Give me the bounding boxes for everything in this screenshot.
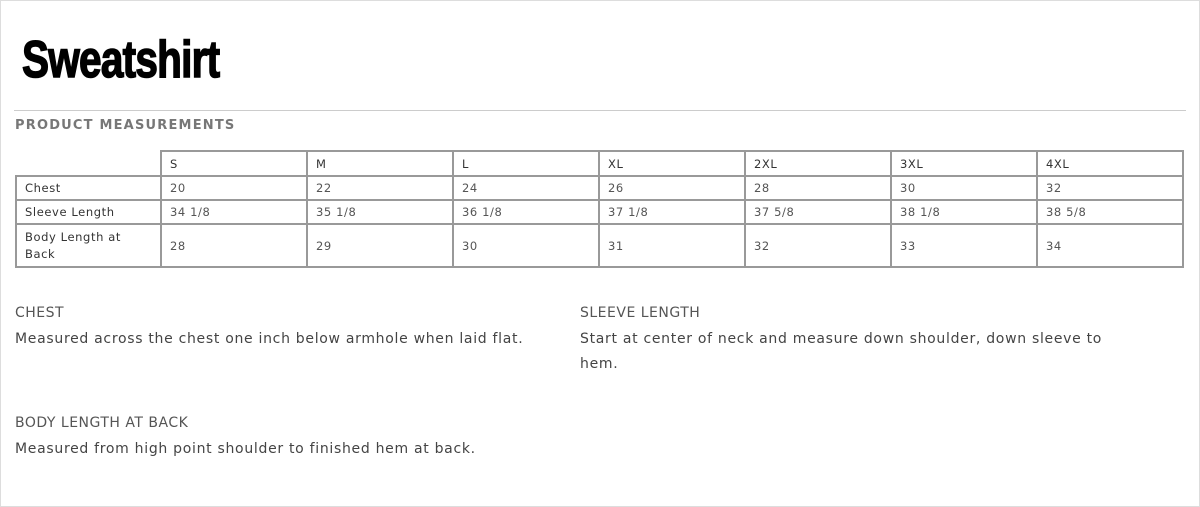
chest-description: Measured across the chest one inch below… — [15, 331, 524, 347]
cell: 38 1/8 — [890, 199, 1038, 225]
section-title: PRODUCT MEASUREMENTS — [15, 118, 236, 133]
table-header-row: S M L XL 2XL 3XL 4XL — [16, 150, 1184, 177]
cell: 26 — [598, 175, 746, 201]
cell: 35 1/8 — [306, 199, 454, 225]
row-label: Chest — [15, 175, 162, 201]
cell: 34 1/8 — [160, 199, 308, 225]
cell: 36 1/8 — [452, 199, 600, 225]
body-length-heading: BODY LENGTH AT BACK — [15, 415, 189, 431]
sleeve-heading: SLEEVE LENGTH — [580, 305, 701, 321]
cell: 37 5/8 — [744, 199, 892, 225]
size-header: XL — [598, 150, 746, 177]
row-label: Sleeve Length — [15, 199, 162, 225]
cell: 29 — [306, 223, 454, 268]
cell: 34 — [1036, 223, 1184, 268]
size-header: 3XL — [890, 150, 1038, 177]
cell: 28 — [160, 223, 308, 268]
table-row-chest: Chest 20 22 24 26 28 30 32 — [15, 175, 1184, 201]
size-header: M — [306, 150, 454, 177]
table-row-sleeve-length: Sleeve Length 34 1/8 35 1/8 36 1/8 37 1/… — [15, 199, 1184, 225]
cell: 24 — [452, 175, 600, 201]
size-header: 2XL — [744, 150, 892, 177]
row-label: Body Length at Back — [15, 223, 162, 268]
measurements-table: S M L XL 2XL 3XL 4XL Chest 20 22 24 26 2… — [15, 150, 1184, 268]
sleeve-description: Start at center of neck and measure down… — [580, 331, 1103, 372]
header-blank-cell — [16, 151, 162, 177]
cell: 28 — [744, 175, 892, 201]
chest-heading: CHEST — [15, 305, 65, 321]
cell: 38 5/8 — [1036, 199, 1184, 225]
cell: 32 — [1036, 175, 1184, 201]
size-header: L — [452, 150, 600, 177]
cell: 20 — [160, 175, 308, 201]
body-length-description: Measured from high point shoulder to fin… — [15, 441, 476, 457]
cell: 37 1/8 — [598, 199, 746, 225]
table-row-body-length: Body Length at Back 28 29 30 31 32 33 34 — [15, 223, 1184, 268]
cell: 30 — [452, 223, 600, 268]
cell: 33 — [890, 223, 1038, 268]
size-header: S — [160, 150, 308, 177]
cell: 30 — [890, 175, 1038, 201]
cell: 32 — [744, 223, 892, 268]
cell: 22 — [306, 175, 454, 201]
cell: 31 — [598, 223, 746, 268]
divider — [14, 110, 1186, 111]
size-header: 4XL — [1036, 150, 1184, 177]
page-title: Sweatshirt — [21, 30, 220, 90]
